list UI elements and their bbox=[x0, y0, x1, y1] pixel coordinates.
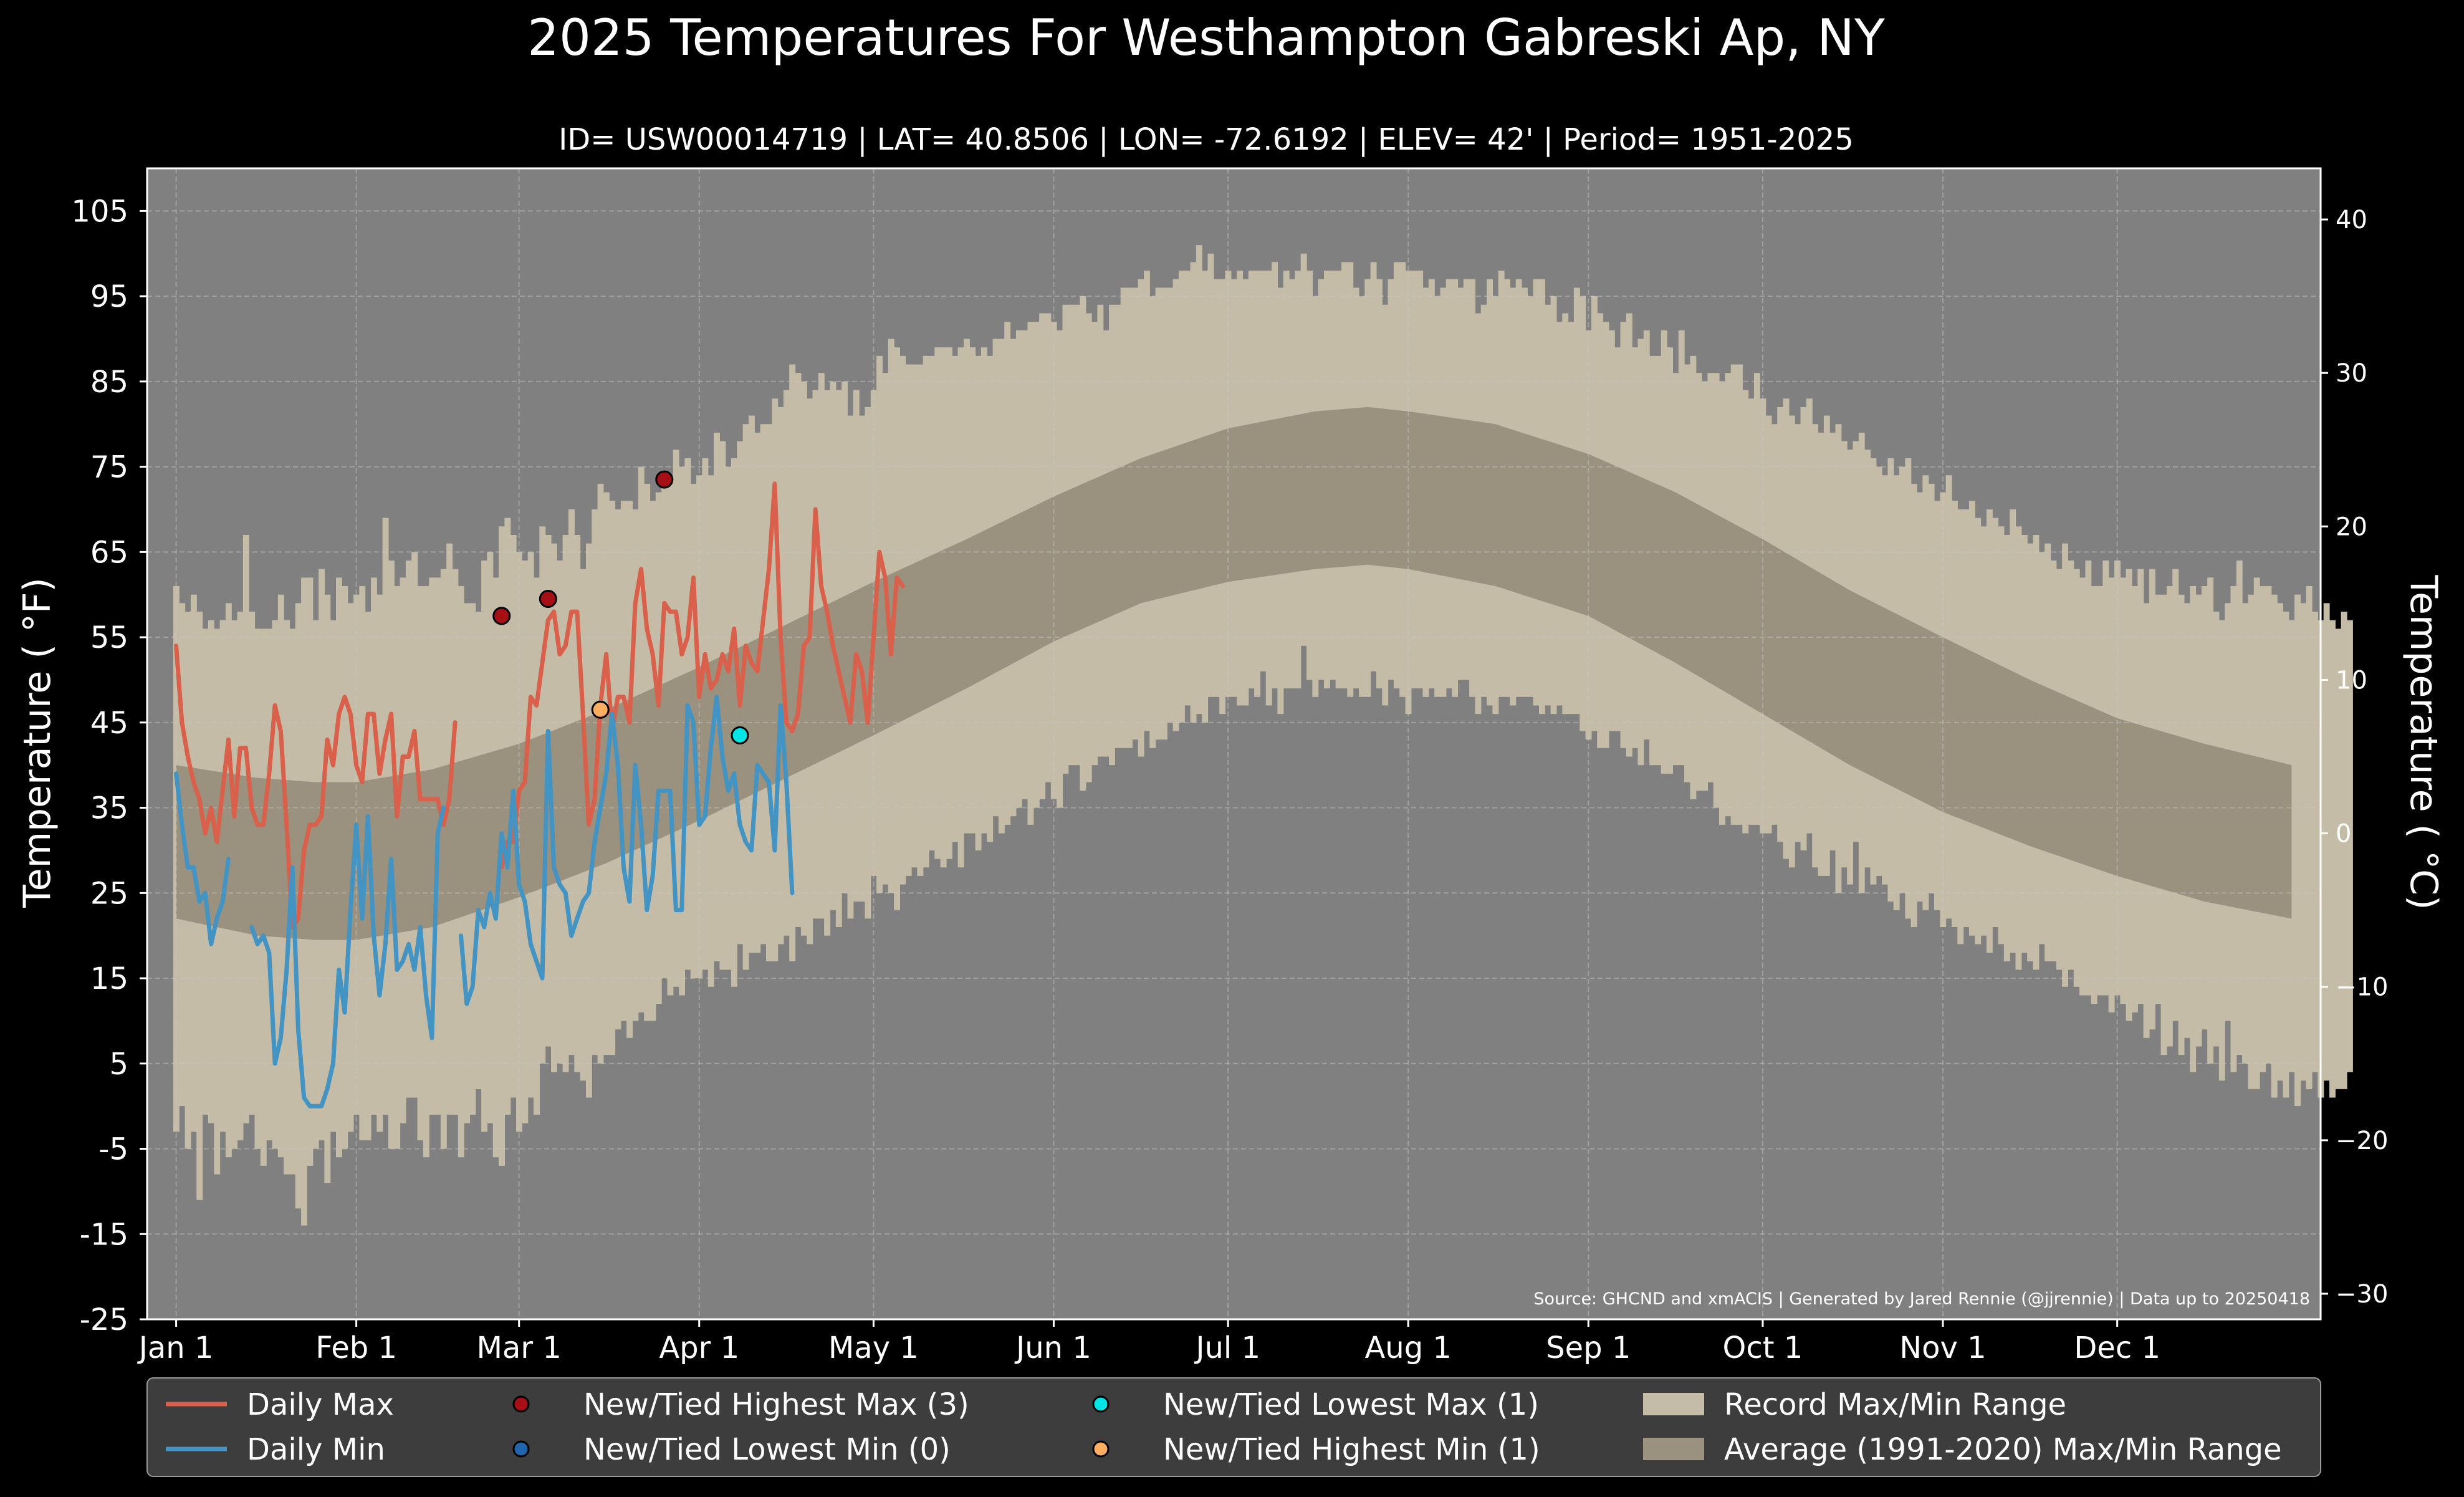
record-range-bar bbox=[2341, 612, 2347, 1089]
x-tick-label: Apr 1 bbox=[659, 1331, 739, 1365]
y-tick-label-right: −10 bbox=[2336, 973, 2388, 1002]
daily-min-line bbox=[249, 806, 446, 1109]
y-tick-label-right: 30 bbox=[2336, 359, 2367, 388]
y-tick-label: 5 bbox=[109, 1047, 128, 1082]
legend-label: Daily Max bbox=[247, 1387, 394, 1422]
x-tick-label: Aug 1 bbox=[1364, 1331, 1452, 1365]
source-note: Source: GHCND and xmACIS | Generated by … bbox=[1533, 1289, 2310, 1309]
x-tick-label: Jul 1 bbox=[1194, 1331, 1260, 1365]
y-tick-label-right: 40 bbox=[2336, 206, 2367, 234]
y-tick-label: 55 bbox=[90, 620, 128, 655]
y-tick-label: 75 bbox=[90, 450, 128, 485]
daily-min-line bbox=[459, 695, 795, 1006]
record-marker bbox=[731, 726, 749, 744]
record-range-bar bbox=[2329, 620, 2336, 1098]
y-tick-label-right: −20 bbox=[2336, 1127, 2388, 1155]
record-marker bbox=[539, 590, 557, 609]
daily-max-line bbox=[499, 481, 905, 870]
legend-label: New/Tied Highest Max (3) bbox=[583, 1387, 969, 1422]
legend-label: Record Max/Min Range bbox=[1724, 1387, 2066, 1422]
legend-swatch-patch bbox=[1643, 1393, 1704, 1415]
legend: Daily Max Daily Min New/Tied Highest Max (… bbox=[146, 1377, 2321, 1477]
record-marker bbox=[591, 700, 610, 719]
legend-swatch-patch bbox=[1643, 1438, 1704, 1460]
y-tick-label: -25 bbox=[80, 1302, 128, 1337]
y-tick-label-right: 0 bbox=[2336, 820, 2351, 849]
record-range-bar bbox=[2312, 612, 2318, 1072]
legend-label: Daily Min bbox=[247, 1432, 385, 1467]
x-tick-label: Jan 1 bbox=[137, 1331, 214, 1365]
legend-label: New/Tied Highest Min (1) bbox=[1163, 1432, 1540, 1467]
chart-title: 2025 Temperatures For Westhampton Gabres… bbox=[527, 9, 1886, 67]
x-tick-label: Feb 1 bbox=[315, 1331, 397, 1365]
x-tick-label: Jun 1 bbox=[1014, 1331, 1091, 1365]
legend-swatch-dot bbox=[512, 1440, 530, 1458]
record-range-bar bbox=[2294, 594, 2301, 1107]
legend-box bbox=[146, 1377, 2321, 1477]
record-range-bar bbox=[2335, 628, 2342, 1089]
legend-swatch-dot bbox=[512, 1395, 530, 1413]
record-range-bar bbox=[2300, 603, 2307, 1081]
record-range-bar bbox=[2323, 603, 2330, 1081]
y-tick-label: 105 bbox=[71, 194, 128, 229]
record-range-bar bbox=[2306, 586, 2313, 1089]
record-marker bbox=[492, 607, 511, 625]
y-tick-label: 35 bbox=[90, 791, 128, 826]
y-tick-label: -15 bbox=[80, 1217, 128, 1252]
daily-max-line bbox=[174, 643, 458, 930]
plot-area: 105 95 85 75 65 55 45 35 25 15 5 -5 -15 -25 40 30 20 10 0 −… bbox=[71, 167, 2388, 1365]
y-tick-label: 85 bbox=[90, 365, 128, 400]
plot-frame bbox=[146, 167, 2322, 1321]
y-tick-label-right: 20 bbox=[2336, 513, 2367, 541]
y-tick-label-right: −30 bbox=[2336, 1280, 2388, 1309]
y-tick-label-right: 10 bbox=[2336, 666, 2367, 695]
chart-subtitle: ID= USW00014719 | LAT= 40.8506 | LON= -7… bbox=[558, 122, 1854, 157]
daily-min-line bbox=[174, 771, 231, 946]
y-tick-label: 45 bbox=[90, 706, 128, 741]
y-tick-label: -5 bbox=[98, 1132, 128, 1167]
y-axis-label-left: Temperature ( °F) bbox=[16, 577, 59, 908]
y-tick-label: 15 bbox=[90, 961, 128, 996]
legend-label: New/Tied Lowest Min (0) bbox=[583, 1432, 951, 1467]
y-tick-label: 95 bbox=[90, 279, 128, 314]
legend-swatch-dot bbox=[1092, 1440, 1110, 1458]
record-range-bar bbox=[2346, 620, 2353, 1072]
legend-label: New/Tied Lowest Max (1) bbox=[1163, 1387, 1539, 1422]
x-tick-label: Sep 1 bbox=[1546, 1331, 1631, 1365]
record-range-bar bbox=[2288, 620, 2295, 1072]
x-tick-label: May 1 bbox=[828, 1331, 919, 1365]
x-tick-label: Oct 1 bbox=[1723, 1331, 1803, 1365]
legend-label: Average (1991-2020) Max/Min Range bbox=[1724, 1432, 2282, 1467]
y-tick-label: 25 bbox=[90, 876, 128, 911]
y-axis-label-right: Temperature ( °C) bbox=[2402, 575, 2445, 910]
x-tick-label: Nov 1 bbox=[1899, 1331, 1986, 1365]
legend-swatch-dot bbox=[1092, 1395, 1110, 1413]
record-marker bbox=[655, 470, 674, 489]
x-tick-label: Dec 1 bbox=[2074, 1331, 2160, 1365]
x-tick-label: Mar 1 bbox=[477, 1331, 562, 1365]
y-tick-label: 65 bbox=[90, 535, 128, 570]
